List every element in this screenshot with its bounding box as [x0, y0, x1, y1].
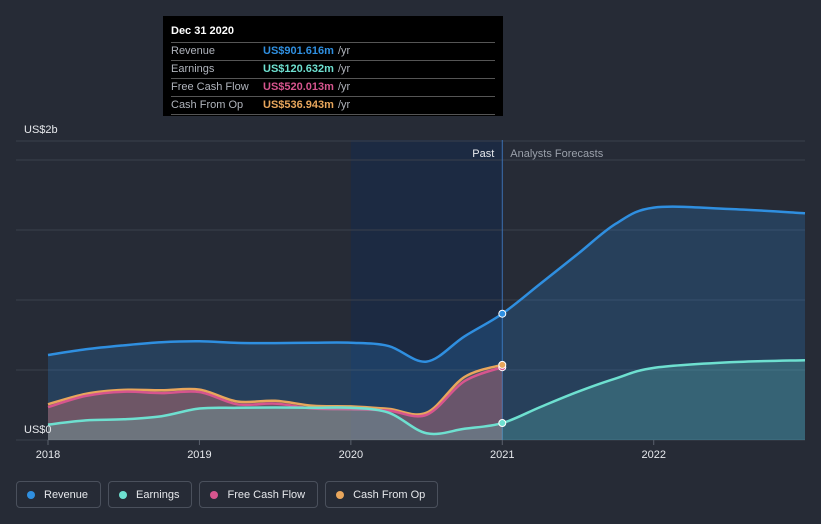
earnings-marker — [498, 419, 507, 428]
legend-item-free-cash-flow[interactable]: Free Cash Flow — [199, 481, 319, 508]
cash-from-op-marker — [498, 360, 507, 369]
earnings-line — [47, 358, 806, 436]
legend-label: Earnings — [136, 488, 180, 501]
tooltip-label: Earnings — [171, 63, 215, 75]
tooltip-label: Free Cash Flow — [171, 81, 249, 93]
legend-label: Cash From Op — [353, 488, 426, 501]
y-tick-label: US$0 — [24, 424, 52, 436]
tooltip-value: US$536.943m — [263, 99, 334, 111]
legend-label: Free Cash Flow — [227, 488, 306, 501]
tooltip-unit: /yr — [337, 81, 351, 93]
tooltip-row-revenue: Revenue US$901.616m /yr — [171, 43, 495, 61]
legend-item-earnings[interactable]: Earnings — [108, 481, 193, 508]
legend-dot-icon — [336, 490, 345, 499]
legend-item-revenue[interactable]: Revenue — [16, 481, 102, 508]
legend-dot-icon — [210, 490, 219, 499]
tooltip-unit: /yr — [337, 99, 351, 111]
free-cash-flow-line — [47, 366, 503, 418]
tooltip-label: Cash From Op — [171, 99, 244, 111]
tooltip-label: Revenue — [171, 45, 216, 57]
legend-item-cash-from-op[interactable]: Cash From Op — [325, 481, 439, 508]
legend-dot-icon — [119, 490, 128, 499]
forecast-label: Analysts Forecasts — [510, 148, 603, 160]
chart: US$0 US$2b 2018 2019 2020 2021 2022 Past Analyst… — [16, 124, 806, 461]
past-highlight-region — [350, 140, 503, 440]
x-tick-label: 2019 — [187, 449, 211, 461]
tooltip-unit: /yr — [337, 45, 351, 57]
revenue-line — [47, 205, 806, 363]
legend-label: Revenue — [44, 488, 89, 501]
tooltip-row-earnings: Earnings US$120.632m /yr — [171, 61, 495, 79]
chart-legend: Revenue Earnings Free Cash Flow Cash Fro… — [16, 481, 445, 508]
chart-tooltip: Dec 31 2020 Revenue US$901.616m /yr Earn… — [163, 16, 503, 116]
x-tick-label: 2020 — [339, 449, 363, 461]
legend-dot-icon — [27, 490, 35, 499]
tooltip-value: US$120.632m — [263, 63, 334, 75]
tooltip-unit: /yr — [337, 63, 351, 75]
revenue-area — [48, 206, 805, 440]
x-tick-label: 2021 — [490, 449, 514, 461]
x-tick-label: 2018 — [36, 449, 60, 461]
tooltip-row-cash-from-op: Cash From Op US$536.943m /yr — [171, 97, 495, 115]
x-tick-label: 2022 — [641, 449, 665, 461]
tooltip-date: Dec 31 2020 — [171, 24, 495, 43]
revenue-marker — [498, 309, 507, 318]
earnings-area — [48, 360, 805, 440]
past-label: Past — [472, 148, 494, 160]
tooltip-value: US$901.616m — [263, 45, 334, 57]
tooltip-value: US$520.013m — [263, 81, 334, 93]
y-tick-label: US$2b — [24, 124, 58, 136]
cash-from-op-line — [47, 363, 503, 416]
tooltip-row-free-cash-flow: Free Cash Flow US$520.013m /yr — [171, 79, 495, 97]
